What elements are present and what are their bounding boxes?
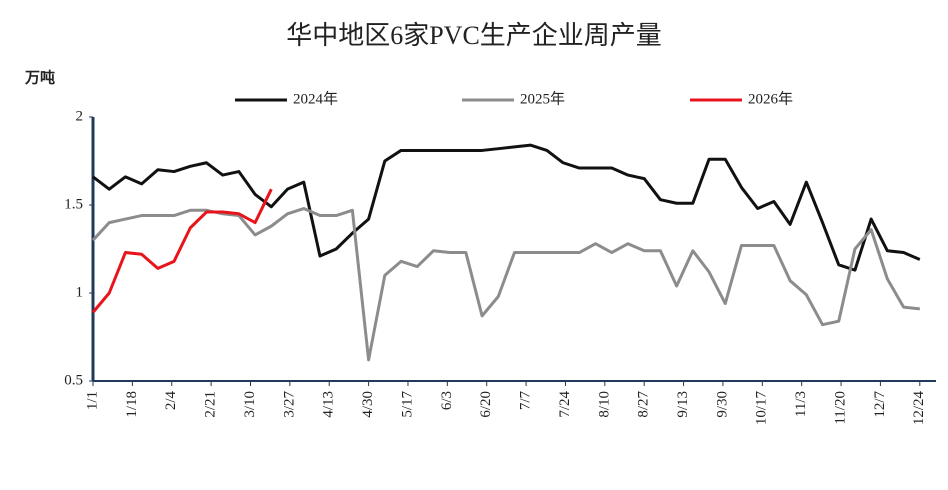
x-tick-label: 1/18 [124,391,140,418]
x-tick-label: 12/7 [872,391,888,418]
x-tick-label: 6/20 [478,391,494,418]
x-tick-label: 11/3 [793,391,809,417]
x-tick-label: 4/13 [321,391,337,418]
series-line [91,207,920,362]
legend-label: 2024年 [293,90,338,107]
x-tick-label: 5/17 [399,391,415,418]
series-line [91,188,273,314]
x-tick-label: 3/10 [242,391,258,418]
x-tick-label: 9/13 [675,391,691,418]
y-tick-label: 0.5 [64,372,83,388]
x-tick-label: 7/7 [518,391,534,411]
x-tick-label: 7/24 [557,391,573,418]
x-tick-label: 2/4 [163,391,179,411]
x-tick-label: 12/24 [911,391,927,426]
x-tick-label: 9/30 [714,391,730,418]
x-tick-label: 11/20 [832,391,848,425]
y-tick-label: 1.5 [64,196,83,212]
x-tick-label: 4/30 [360,391,376,418]
x-tick-label: 10/17 [754,391,770,426]
y-axis-label: 万吨 [24,69,55,87]
x-tick-label: 3/27 [281,391,297,418]
x-tick-label: 8/27 [636,391,652,418]
x-tick-label: 6/3 [439,391,455,410]
y-tick-label: 1 [76,284,84,300]
chart-title: 华中地区6家PVC生产企业周产量 [286,21,662,50]
y-tick-label: 2 [76,108,84,124]
x-tick-label: 8/10 [596,391,612,418]
series-line [92,143,921,272]
legend-label: 2025年 [520,90,565,107]
legend-label: 2026年 [748,90,793,107]
x-tick-label: 1/1 [84,391,100,410]
x-tick-label: 2/21 [203,391,219,418]
